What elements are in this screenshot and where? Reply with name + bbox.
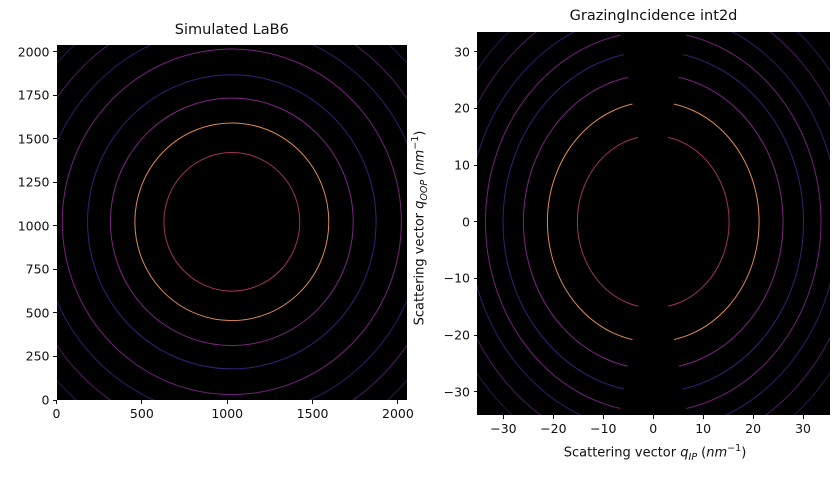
x-tick-label: 0 <box>52 406 61 421</box>
diffraction-pattern <box>56 45 407 400</box>
y-tick-mark <box>53 138 57 140</box>
x-tick-mark <box>141 400 143 404</box>
x-tick-mark <box>397 400 399 404</box>
y-tick-label: 500 <box>25 305 50 321</box>
x-tick-label: −20 <box>540 421 567 436</box>
diffraction-pattern <box>477 32 830 415</box>
y-tick-label: 250 <box>25 348 50 364</box>
x-tick-label: 20 <box>745 421 762 436</box>
xlabel-open: ( <box>697 445 707 461</box>
x-tick-label: 10 <box>695 421 712 436</box>
xlabel-text: Scattering vector <box>563 445 681 461</box>
y-tick-label: 2000 <box>17 44 50 60</box>
y-tick-mark <box>473 164 477 166</box>
xlabel-sup: −1 <box>727 443 742 454</box>
ylabel-sup: −1 <box>410 135 422 150</box>
y-tick-mark <box>53 355 57 357</box>
y-tick-mark <box>473 107 477 109</box>
y-tick-label: 1500 <box>17 131 50 147</box>
diffraction-ring <box>162 152 300 292</box>
y-tick-mark <box>53 181 57 183</box>
x-tick-label: 0 <box>649 421 658 436</box>
y-tick-mark <box>473 51 477 53</box>
y-tick-mark <box>473 221 477 223</box>
y-tick-label: 20 <box>454 100 470 116</box>
y-tick-mark <box>53 399 57 401</box>
xlabel-sub: IP <box>688 451 698 463</box>
xlabel-unit: nm <box>706 445 728 461</box>
x-tick-label: −10 <box>590 421 617 436</box>
left-plot-title: Simulated LaB6 <box>174 22 289 38</box>
x-tick-label: 30 <box>795 421 811 436</box>
y-tick-mark <box>53 312 57 314</box>
y-tick-label: 1000 <box>17 218 50 234</box>
x-tick-mark <box>552 415 554 419</box>
diffraction-ring <box>133 122 329 322</box>
y-tick-label: 1250 <box>17 174 50 190</box>
y-tick-label: −30 <box>443 384 470 400</box>
missing-wedge-mask <box>619 32 687 222</box>
x-tick-label: 500 <box>129 406 154 421</box>
x-tick-label: 1000 <box>211 406 244 421</box>
y-tick-label: −10 <box>443 270 470 286</box>
left-plot-area <box>56 45 407 400</box>
x-tick-mark <box>312 400 314 404</box>
y-tick-label: 30 <box>454 44 470 60</box>
xlabel-close: ) <box>741 445 747 461</box>
missing-wedge-mask <box>619 221 688 415</box>
diffraction-ring <box>109 97 354 347</box>
y-tick-mark <box>53 225 57 227</box>
ylabel-var: q <box>412 200 428 209</box>
y-tick-mark <box>473 334 477 336</box>
x-tick-mark <box>652 415 654 419</box>
y-tick-mark <box>53 51 57 53</box>
x-tick-label: 1500 <box>296 406 329 421</box>
right-plot-area <box>477 32 830 415</box>
diffraction-ring <box>61 48 402 396</box>
y-tick-mark <box>473 391 477 393</box>
ylabel-close: ) <box>412 130 428 136</box>
right-x-axis-label: Scattering vector qIP (nm−1) <box>564 443 747 463</box>
ylabel-sub: OOP <box>418 179 430 201</box>
y-tick-label: 1750 <box>17 87 50 103</box>
y-tick-mark <box>53 268 57 270</box>
x-tick-mark <box>56 400 57 404</box>
y-tick-label: 0 <box>41 392 50 408</box>
right-plot-title: GrazingIncidence int2d <box>569 8 738 24</box>
x-tick-mark <box>752 415 754 419</box>
x-tick-label: −30 <box>490 421 517 436</box>
y-tick-label: 750 <box>25 261 50 277</box>
y-tick-label: 0 <box>462 214 470 230</box>
y-tick-label: 10 <box>454 157 470 173</box>
x-tick-mark <box>226 400 228 404</box>
xlabel-var: q <box>680 445 689 461</box>
x-tick-mark <box>602 415 604 419</box>
x-tick-mark <box>502 415 504 419</box>
diffraction-ring <box>86 74 377 370</box>
x-tick-mark <box>702 415 704 419</box>
y-tick-mark <box>53 94 57 96</box>
y-tick-label: −20 <box>443 327 470 343</box>
x-tick-label: 2000 <box>382 406 414 421</box>
y-tick-mark <box>473 277 477 279</box>
x-tick-mark <box>802 415 804 419</box>
